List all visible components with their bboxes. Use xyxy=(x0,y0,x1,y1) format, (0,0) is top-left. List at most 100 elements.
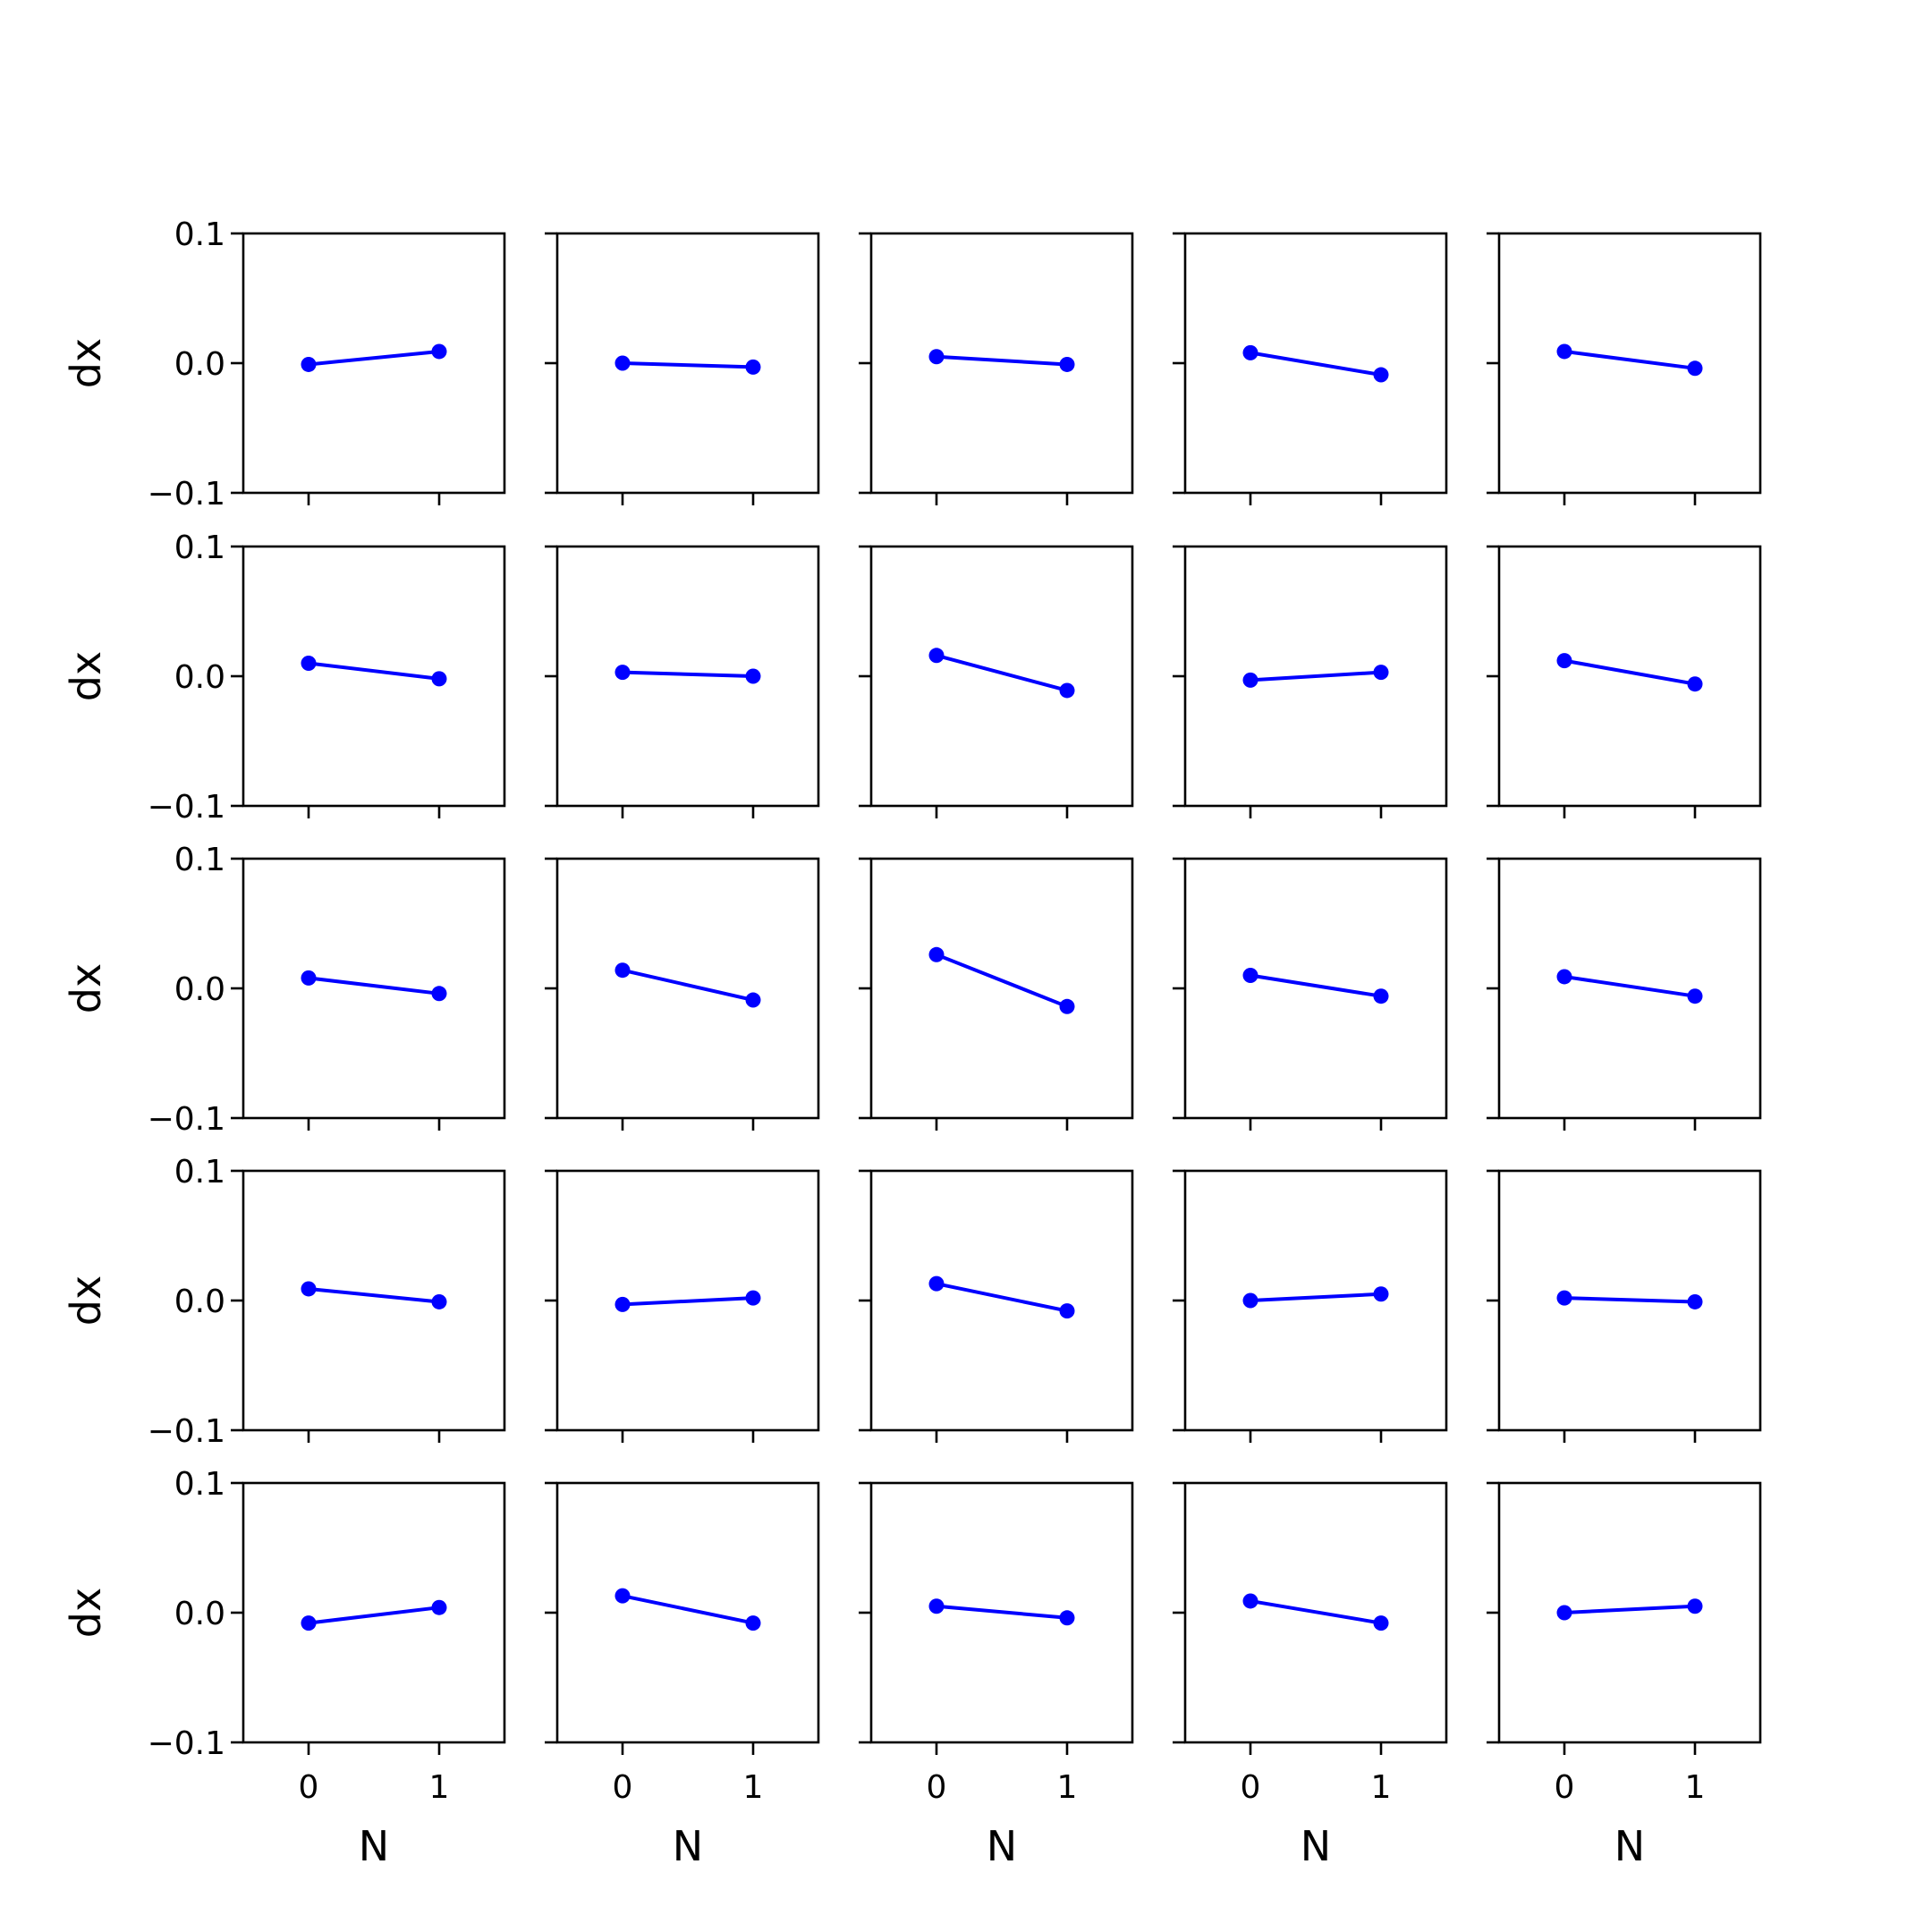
y-tick-label: 0.0 xyxy=(174,1596,225,1632)
data-point xyxy=(1556,1605,1572,1621)
data-point xyxy=(1242,968,1258,983)
x-tick-label: 1 xyxy=(1371,1769,1392,1806)
data-point xyxy=(614,1296,631,1312)
series-line xyxy=(622,1594,754,1625)
series-line xyxy=(936,354,1068,367)
y-tick-label: −0.1 xyxy=(148,1413,225,1450)
y-tick-label: −0.1 xyxy=(148,476,225,513)
x-tick-label: 1 xyxy=(1685,1769,1706,1806)
data-point xyxy=(1373,988,1389,1004)
subplot-r1-c0: 0.1 0.0 −0.1 dx xyxy=(62,530,506,826)
data-point xyxy=(1242,1593,1258,1609)
series-line xyxy=(1250,351,1382,377)
series-line xyxy=(308,976,440,996)
axes-frame xyxy=(555,545,820,808)
y-tick-label: 0.1 xyxy=(174,1466,225,1503)
subplot-r2-c2 xyxy=(859,857,1134,1131)
data-point xyxy=(1059,1610,1075,1626)
x-tick-label: 0 xyxy=(613,1769,633,1806)
subplot-r0-c3 xyxy=(1173,232,1448,505)
axes-frame xyxy=(555,1481,820,1744)
y-tick-label: 0.0 xyxy=(174,346,225,383)
subplot-r0-c2 xyxy=(859,232,1134,505)
x-tick-label: 0 xyxy=(927,1769,947,1806)
data-point xyxy=(745,1290,761,1306)
data-point xyxy=(431,986,447,1002)
data-point xyxy=(1059,998,1075,1014)
subplot-r4-c4: 0 1 N xyxy=(1487,1481,1762,1870)
data-point xyxy=(1687,1293,1703,1309)
axes-frame xyxy=(869,232,1134,495)
subplot-r2-c1 xyxy=(545,857,820,1131)
series-line xyxy=(936,1604,1068,1620)
x-axis-title: N xyxy=(359,1822,389,1870)
data-point xyxy=(745,1615,761,1631)
data-point xyxy=(1687,988,1703,1004)
data-point xyxy=(301,970,317,986)
y-tick-label: 0.0 xyxy=(174,971,225,1008)
axes-frame xyxy=(869,1169,1134,1432)
subplot-r0-c0: 0.1 0.0 −0.1 dx xyxy=(62,216,506,513)
data-point xyxy=(1059,682,1075,699)
data-point xyxy=(301,656,317,671)
data-point xyxy=(431,1293,447,1309)
data-point xyxy=(1373,1615,1389,1631)
data-point xyxy=(614,962,631,979)
data-point xyxy=(1687,676,1703,692)
data-point xyxy=(1059,1303,1075,1319)
subplot-grid: 0.10.0−0.1dx0.10.0−0.1dx0.10.0−0.1dx0.10… xyxy=(62,216,1762,1870)
series-line xyxy=(1563,1604,1696,1614)
series-line xyxy=(936,653,1068,692)
series-line xyxy=(1563,974,1696,998)
series-line xyxy=(1563,349,1696,370)
subplot-r3-c3 xyxy=(1173,1169,1448,1443)
subplot-r0-c4 xyxy=(1487,232,1762,505)
axes-frame xyxy=(242,545,506,808)
x-tick-label: 1 xyxy=(429,1769,450,1806)
subplot-r1-c4 xyxy=(1487,545,1762,818)
y-tick-label: 0.0 xyxy=(174,659,225,696)
data-point xyxy=(1556,653,1572,669)
axes-frame xyxy=(1497,232,1762,495)
axes-frame xyxy=(1183,1169,1448,1432)
subplot-r2-c4 xyxy=(1487,857,1762,1131)
axes-frame xyxy=(242,1169,506,1432)
subplot-r1-c1 xyxy=(545,545,820,818)
y-tick-label: −0.1 xyxy=(148,789,225,826)
series-line xyxy=(1563,658,1696,686)
series-line xyxy=(936,1282,1068,1313)
data-point xyxy=(1242,672,1258,688)
series-line xyxy=(622,968,754,1002)
x-tick-label: 1 xyxy=(1057,1769,1078,1806)
series-line xyxy=(1250,973,1382,998)
data-point xyxy=(928,349,945,365)
data-point xyxy=(1373,367,1389,383)
series-line xyxy=(1563,1296,1696,1304)
data-point xyxy=(301,1281,317,1297)
series-line xyxy=(308,349,440,367)
subplot-r4-c1: 0 1 N xyxy=(545,1481,820,1870)
data-point xyxy=(1373,1286,1389,1302)
data-point xyxy=(928,648,945,664)
series-line xyxy=(308,661,440,681)
series-line xyxy=(936,953,1068,1009)
y-tick-label: 0.1 xyxy=(174,842,225,878)
y-tick-label: −0.1 xyxy=(148,1725,225,1762)
data-point xyxy=(745,668,761,684)
series-line xyxy=(308,1606,440,1625)
data-point xyxy=(745,359,761,375)
y-tick-label: −0.1 xyxy=(148,1101,225,1138)
subplot-r3-c2 xyxy=(859,1169,1134,1443)
series-line xyxy=(622,670,754,678)
data-point xyxy=(1556,343,1572,360)
data-point xyxy=(1687,1598,1703,1614)
x-tick-label: 0 xyxy=(299,1769,319,1806)
axes-frame xyxy=(242,1481,506,1744)
data-point xyxy=(928,1598,945,1614)
x-tick-label: 1 xyxy=(743,1769,764,1806)
axes-frame xyxy=(242,857,506,1120)
series-line xyxy=(622,361,754,369)
y-tick-label: 0.1 xyxy=(174,1154,225,1191)
y-axis-title: dx xyxy=(62,338,110,388)
subplot-r4-c3: 0 1 N xyxy=(1173,1481,1448,1870)
